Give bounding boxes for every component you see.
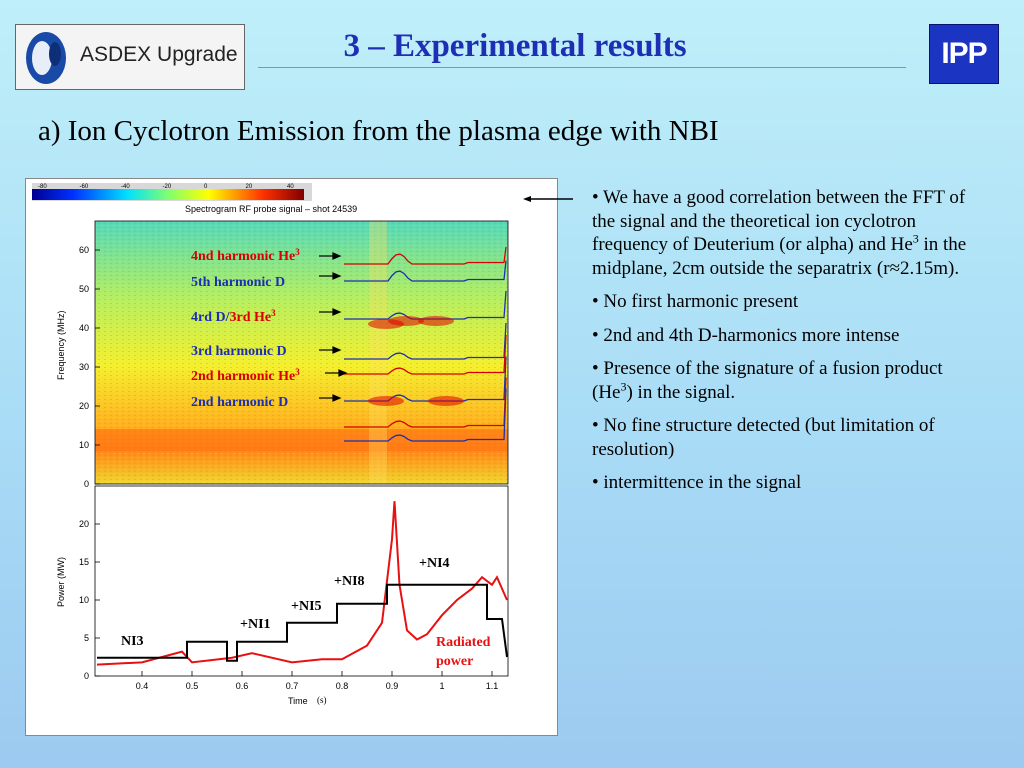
title-underline — [258, 67, 906, 68]
nbi-power-curve — [97, 583, 508, 662]
harmonic-curve — [344, 260, 507, 282]
freq-tick-label: 30 — [79, 362, 89, 372]
freq-tick-label: 60 — [79, 245, 89, 255]
time-tick-label: 0.7 — [286, 681, 299, 691]
label-power: power — [436, 654, 473, 669]
power-tick-label: 0 — [84, 671, 89, 681]
left-arrow-icon — [523, 196, 573, 202]
bullet-item: • No first harmonic present — [592, 291, 799, 312]
label-ni1: +NI1 — [240, 617, 271, 632]
label-4nd-harmonic-he3: 4nd harmonic He3 — [191, 247, 300, 264]
page-title: 3 – Experimental results — [343, 28, 687, 64]
freq-tick-label: 50 — [79, 284, 89, 294]
bullet-list: • We have a good correlation between the… — [592, 186, 972, 505]
colorbar-tick-label: 20 — [246, 184, 253, 190]
time-tick-label: 0.5 — [186, 681, 199, 691]
power-tick-label: 15 — [79, 557, 89, 567]
time-tick-label: 1.1 — [486, 681, 499, 691]
power-tick-label: 5 — [84, 633, 89, 643]
logo-text: ASDEX Upgrade — [80, 43, 238, 66]
freq-tick-label: 0 — [84, 479, 89, 489]
power-ylabel: Power (MW) — [56, 557, 66, 607]
freq-ylabel: Frequency (MHz) — [56, 310, 66, 380]
colorbar-tick-label: -40 — [121, 184, 130, 190]
radiated-power-curve — [96, 501, 508, 666]
spectrogram-title: Spectrogram RF probe signal – shot 24539 — [185, 204, 357, 214]
asdex-emblem-icon — [26, 32, 66, 84]
bullet-item: • No fine structure detected (but limita… — [592, 415, 935, 460]
colorbar-tick-label: 0 — [204, 184, 208, 190]
time-xlabel-unit: (s) — [317, 695, 327, 705]
colorbar — [32, 189, 304, 200]
label-ni5: +NI5 — [291, 599, 322, 614]
label-radiated: Radiated — [436, 635, 491, 650]
freq-tick-label: 40 — [79, 323, 89, 333]
time-tick-label: 0.9 — [386, 681, 399, 691]
bullet-item: • Presence of the signature of a fusion … — [592, 358, 943, 403]
asdex-logo: ASDEX Upgrade — [15, 24, 245, 90]
label-2nd-harmonic-he3: 2nd harmonic He3 — [191, 367, 300, 384]
harmonic-curve — [344, 322, 507, 360]
power-plot — [94, 485, 509, 677]
harmonic-curve — [344, 334, 507, 375]
label-4rd-d-3rd-he3: 4rd D/3rd He3 — [191, 308, 276, 325]
label-ni3: NI3 — [121, 634, 144, 649]
time-tick-label: 0.6 — [236, 681, 249, 691]
label-ni4: +NI4 — [419, 556, 450, 571]
bullet-item: • intermittence in the signal — [592, 472, 802, 493]
colorbar-tick-label: -60 — [80, 184, 89, 190]
figure-svg: -80 -60 -40 -20 0 20 40 Spectrogram RF probe s… — [32, 183, 509, 706]
colorbar-tick-label: -20 — [163, 184, 172, 190]
bullet-item: • 2nd and 4th D-harmonics more intense — [592, 324, 900, 346]
label-5th-harmonic-d: 5th harmonic D — [191, 275, 285, 290]
label-2nd-harmonic-d: 2nd harmonic D — [191, 395, 288, 410]
power-tick-label: 20 — [79, 519, 89, 529]
figure-panel: -80 -60 -40 -20 0 20 40 Spectrogram RF probe s… — [25, 178, 558, 736]
time-tick-label: 0.8 — [336, 681, 349, 691]
harmonic-curve — [344, 388, 507, 442]
bullet-item: • We have a good correlation between the… — [592, 187, 967, 279]
freq-tick-label: 10 — [79, 440, 89, 450]
ipp-logo: IPP — [929, 24, 999, 84]
colorbar-tick-label: -80 — [38, 184, 47, 190]
section-subtitle: a) Ion Cyclotron Emission from the plasm… — [38, 115, 719, 147]
time-tick-label: 1 — [439, 681, 444, 691]
harmonic-curve — [344, 246, 507, 265]
label-ni8: +NI8 — [334, 574, 365, 589]
power-tick-label: 10 — [79, 595, 89, 605]
harmonic-curve — [344, 377, 507, 428]
time-tick-label: 0.4 — [136, 681, 149, 691]
colorbar-tick-label: 40 — [287, 184, 294, 190]
freq-tick-label: 20 — [79, 401, 89, 411]
time-xlabel: Time — [288, 696, 308, 706]
label-3rd-harmonic-d: 3rd harmonic D — [191, 344, 287, 359]
